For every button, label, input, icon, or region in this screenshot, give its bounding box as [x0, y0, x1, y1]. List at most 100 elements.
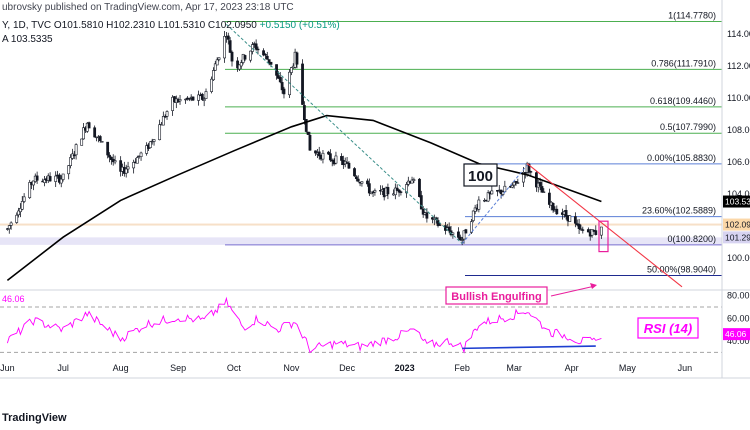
candle-down: [304, 119, 308, 132]
published-byline: ubrovsky published on TradingView.com, A…: [2, 2, 294, 13]
price-label-text: 101.29: [725, 232, 750, 242]
ma-label-text: 100: [468, 168, 493, 185]
descending-trendline: [526, 163, 683, 288]
time-tick-label: Feb: [454, 363, 470, 373]
rsi-legend-value: 46.06: [2, 294, 25, 304]
candle-down: [340, 156, 343, 161]
candle-up: [82, 127, 85, 140]
rsi-title-box: [637, 317, 699, 339]
pattern-label-text: Bullish Engulfing: [451, 291, 541, 303]
candle-up: [132, 162, 136, 169]
candle-up: [161, 116, 165, 126]
candle-down: [421, 208, 425, 215]
candle-up: [393, 187, 397, 196]
candle-down: [306, 131, 310, 135]
candle-down: [265, 55, 269, 60]
candle-up: [239, 62, 243, 67]
candle-up: [503, 185, 507, 193]
candle-down: [108, 154, 111, 158]
fib-level-label: 0.618(109.4460): [650, 96, 716, 106]
candle-down: [347, 162, 351, 169]
time-tick-label: 2023: [395, 363, 415, 373]
candle-up: [522, 172, 525, 183]
retracement-dashed-line: [461, 164, 528, 244]
time-tick-label: Jul: [57, 363, 69, 373]
candle-up: [512, 181, 516, 186]
candle-up: [477, 199, 481, 210]
candle-up: [599, 226, 603, 236]
candle-up: [321, 152, 325, 160]
candle-down: [295, 52, 299, 65]
price-tick-label: 104.00: [727, 189, 750, 199]
candle-down: [399, 191, 403, 193]
price-tick-label: 106.00: [727, 157, 750, 167]
candle-up: [210, 78, 213, 92]
candle-up: [171, 96, 175, 111]
candle-up: [165, 111, 169, 117]
candle-down: [564, 210, 568, 217]
tradingview-brand: TradingView: [2, 412, 67, 424]
candle-down: [200, 93, 204, 100]
candle-up: [410, 179, 414, 184]
price-label-box: [723, 218, 750, 231]
candle-up: [470, 221, 473, 233]
candle-up: [486, 192, 490, 202]
pattern-arrow-line: [550, 285, 596, 297]
candle-up: [70, 153, 74, 159]
moving-average-line: [6, 114, 602, 282]
candle-up: [28, 182, 32, 198]
candle-up: [204, 91, 208, 99]
candle-down: [386, 187, 390, 195]
candle-up: [223, 36, 226, 59]
candle-down: [457, 231, 460, 238]
candle-down: [581, 229, 585, 231]
candle-up: [139, 152, 143, 157]
candle-down: [353, 168, 356, 177]
candle-down: [436, 220, 440, 226]
candle-up: [217, 57, 221, 60]
price-label-box: [723, 231, 750, 244]
candle-down: [551, 203, 555, 211]
candle-down: [302, 105, 306, 120]
fib-anchor-dashed-line: [226, 24, 463, 244]
rsi-value-text: 46.06: [725, 329, 747, 339]
price-tick-label: 100.00: [727, 253, 750, 263]
candle-down: [555, 208, 559, 215]
candle-up: [19, 208, 22, 213]
candle-down: [464, 229, 468, 234]
candle-down: [523, 172, 527, 174]
candle-up: [100, 141, 104, 143]
candle-down: [236, 60, 239, 69]
candle-up: [462, 230, 466, 240]
candle-down: [594, 230, 598, 235]
rsi-tick-label: 60.00: [727, 313, 750, 323]
candle-down: [447, 226, 451, 232]
candle-down: [418, 178, 421, 197]
candle-down: [254, 43, 258, 50]
candle-down: [577, 223, 581, 229]
moving-average: [6, 114, 602, 282]
candle-down: [278, 76, 282, 83]
candle-down: [109, 156, 113, 160]
candle-up: [590, 229, 594, 236]
price-tick-label: 110.00: [727, 93, 750, 103]
rsi-value-box: [723, 328, 750, 341]
ohlc-values: O101.5810 H102.2310 L101.5310 C102.0950: [53, 20, 257, 31]
candle-up: [22, 196, 26, 202]
candle-down: [395, 187, 399, 191]
candle-up: [59, 178, 63, 184]
candle-down: [425, 212, 429, 219]
candle-up: [473, 207, 477, 212]
trendlines: [226, 24, 683, 288]
candle-up: [80, 138, 84, 146]
candle-up: [542, 191, 546, 193]
fib-level-label: 50.00%(98.9040): [647, 265, 716, 275]
ohlc-legend: Y, 1D, TVC O101.5810 H102.2310 L101.5310…: [2, 20, 340, 31]
candle-down: [314, 150, 317, 154]
candle-down: [230, 51, 234, 62]
candle-down: [269, 61, 273, 65]
